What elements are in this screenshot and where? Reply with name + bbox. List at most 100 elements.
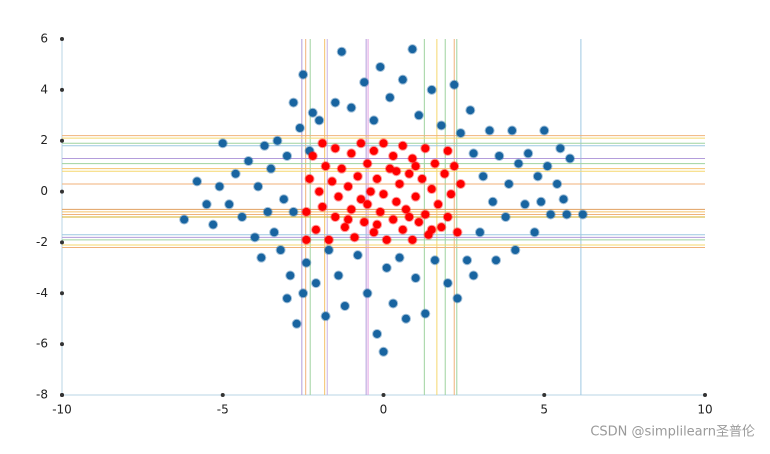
watermark: CSDN @simplilearn圣普伦 [590, 425, 755, 440]
point [555, 143, 566, 154]
point [381, 262, 392, 273]
point [436, 120, 447, 131]
point [426, 184, 437, 195]
point [336, 163, 347, 174]
x-tick-mark [60, 393, 64, 397]
point [542, 161, 553, 172]
point [410, 273, 421, 284]
point [452, 293, 463, 304]
x-tick-label: -5 [217, 403, 229, 417]
point [346, 148, 357, 159]
point [298, 288, 309, 299]
point [510, 245, 521, 256]
x-tick-mark [542, 393, 547, 397]
point [343, 214, 354, 225]
point [259, 140, 270, 151]
y-tick-label: -6 [36, 337, 48, 351]
point [359, 77, 370, 88]
point [397, 74, 408, 85]
point [449, 161, 460, 172]
point [343, 181, 354, 192]
point [372, 328, 383, 339]
point [420, 308, 431, 319]
point [282, 150, 293, 161]
point [320, 311, 331, 322]
point [262, 206, 273, 217]
point [294, 123, 305, 133]
point [500, 212, 511, 222]
point [339, 222, 350, 233]
point [291, 318, 302, 329]
point [375, 61, 386, 72]
point [561, 209, 572, 220]
point [384, 92, 395, 103]
point [201, 199, 212, 210]
y-tick-mark [60, 342, 64, 347]
point [368, 145, 379, 156]
point [352, 250, 363, 261]
point [359, 217, 370, 228]
y-tick-label: 6 [40, 32, 48, 46]
point [253, 181, 264, 192]
point [368, 227, 379, 238]
x-tick-label: 0 [380, 403, 388, 417]
point [484, 125, 495, 136]
point [304, 173, 315, 184]
point [208, 219, 219, 230]
y-tick-label: -4 [36, 286, 48, 300]
point [323, 234, 334, 245]
point [404, 212, 415, 222]
point [301, 206, 312, 217]
y-tick-mark [60, 240, 64, 245]
point [269, 227, 280, 238]
point [391, 196, 402, 207]
point [401, 204, 412, 215]
point [320, 161, 331, 172]
y-tick-label: 2 [40, 133, 48, 147]
point [413, 110, 424, 121]
y-tick-mark [60, 189, 64, 194]
point [455, 128, 466, 139]
point [413, 217, 424, 228]
point [310, 224, 321, 235]
point [401, 313, 412, 324]
point [317, 201, 328, 212]
point [429, 158, 440, 169]
point [275, 245, 286, 256]
y-tick-mark [60, 37, 64, 41]
point [442, 145, 453, 156]
point [519, 199, 530, 210]
point [278, 194, 289, 205]
point [532, 171, 543, 182]
point [529, 227, 540, 238]
point [494, 150, 505, 161]
point [362, 158, 373, 169]
point [417, 173, 428, 184]
point [468, 270, 479, 281]
point [333, 191, 344, 202]
point [327, 176, 338, 187]
point [307, 107, 318, 118]
point [179, 214, 190, 225]
point [333, 270, 344, 281]
point [375, 206, 386, 217]
point [256, 252, 267, 263]
point [323, 245, 334, 256]
point [288, 206, 299, 217]
point [455, 178, 466, 189]
point [407, 153, 418, 164]
point [224, 199, 235, 210]
point [330, 97, 341, 108]
point [503, 178, 514, 189]
x-tick-mark [703, 393, 707, 397]
x-tick-label: 10 [697, 403, 712, 417]
y-tick-label: -2 [36, 235, 48, 249]
point [314, 115, 325, 126]
point [523, 148, 534, 159]
point [487, 196, 498, 207]
point [426, 224, 437, 235]
y-tick-mark [60, 291, 64, 296]
point [352, 171, 363, 182]
point [407, 234, 418, 245]
point [214, 181, 225, 192]
